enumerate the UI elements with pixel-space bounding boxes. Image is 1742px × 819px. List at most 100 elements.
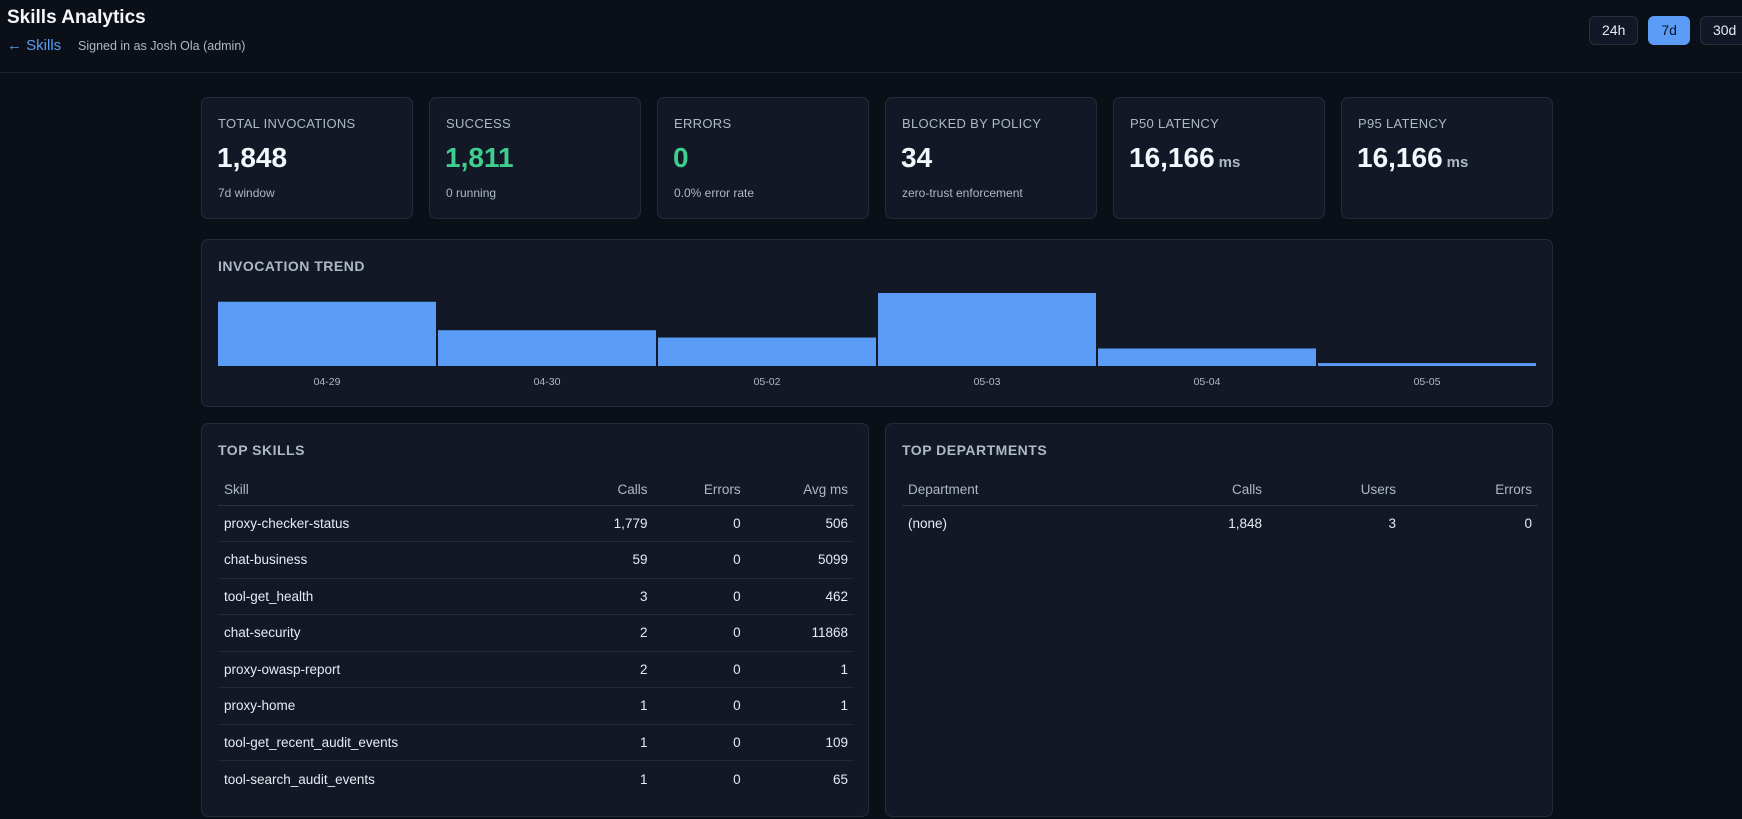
table-cell: tool-get_recent_audit_events bbox=[218, 724, 553, 761]
table-cell: 0 bbox=[733, 771, 741, 787]
column-header-skill: Skill bbox=[218, 474, 553, 506]
table-cell: 462 bbox=[746, 578, 854, 615]
stat-label: ERRORS bbox=[674, 116, 732, 131]
table-cell: 1 bbox=[639, 771, 648, 787]
top-skills-card: TOP SKILLS Skill Calls Errors Avg ms pro… bbox=[201, 423, 869, 817]
trend-bar-05-05 bbox=[1318, 363, 1536, 366]
stat-value: 34 bbox=[901, 142, 933, 173]
table-cell: 1,848 bbox=[1228, 516, 1262, 531]
column-header-calls: Calls bbox=[552, 474, 654, 506]
trend-x-tick-label: 04-29 bbox=[314, 376, 341, 388]
table-cell: 11868 bbox=[746, 614, 854, 652]
table-row: (none) 1,848 3 0 bbox=[902, 505, 1538, 542]
range-button-7d[interactable]: 7d bbox=[1648, 16, 1690, 45]
trend-x-tick-label: 05-03 bbox=[974, 376, 1001, 388]
table-cell: 5099 bbox=[746, 541, 854, 579]
trend-bar-04-30 bbox=[438, 330, 656, 366]
table-cell: 0 bbox=[653, 505, 747, 542]
stat-card-p50-latency: P50 LATENCY 16,166 ms bbox=[1113, 97, 1325, 219]
table-cell: 1 bbox=[746, 687, 854, 725]
invocation-trend-chart: 04-29 04-30 05-02 05-03 05-04 05-05 bbox=[218, 293, 1536, 388]
table-row: proxy-checker-status 1,779 0 506 bbox=[218, 505, 854, 542]
table-cell: 65 bbox=[832, 771, 848, 787]
table-header-row: Skill Calls Errors Avg ms bbox=[218, 474, 854, 506]
stat-value: 1,811 bbox=[445, 142, 514, 173]
table-cell: 1 bbox=[746, 651, 854, 688]
table-cell: 0 bbox=[653, 578, 747, 615]
table-cell: (none) bbox=[908, 516, 948, 531]
table-cell: 1 bbox=[552, 724, 654, 761]
trend-bar-04-29 bbox=[218, 301, 436, 366]
page-title: Skills Analytics bbox=[7, 7, 146, 28]
stat-label: SUCCESS bbox=[446, 116, 511, 131]
table-cell: proxy-home bbox=[218, 687, 553, 725]
stat-label: BLOCKED BY POLICY bbox=[902, 116, 1042, 131]
table-cell: chat-security bbox=[218, 614, 553, 652]
column-header-department: Department bbox=[902, 474, 1132, 506]
section-title: INVOCATION TREND bbox=[218, 258, 365, 274]
trend-bar-05-04 bbox=[1098, 348, 1316, 366]
top-bar: Skills Analytics ← Skills Signed in as J… bbox=[0, 0, 1742, 73]
table-row: tool-get_recent_audit_events 1 0 109 bbox=[218, 724, 854, 761]
table-row: proxy-home 1 0 1 bbox=[218, 687, 854, 725]
column-header-errors: Errors bbox=[653, 474, 747, 506]
table-cell: 0 bbox=[653, 614, 747, 652]
stat-number: 16,166 bbox=[1129, 142, 1215, 173]
table-row: chat-security 2 0 11868 bbox=[218, 614, 854, 652]
top-departments-table: Department Calls Users Errors (none) 1,84… bbox=[902, 474, 1538, 542]
section-title: TOP DEPARTMENTS bbox=[902, 442, 1048, 458]
table-cell: 109 bbox=[746, 724, 854, 761]
time-range-selector: 24h 7d 30d bbox=[1589, 16, 1742, 45]
trend-x-tick-label: 04-30 bbox=[534, 376, 561, 388]
table-cell: 0 bbox=[653, 687, 747, 725]
table-cell: 2 bbox=[552, 651, 654, 688]
range-button-30d[interactable]: 30d bbox=[1699, 16, 1742, 45]
table-cell: 59 bbox=[552, 541, 654, 579]
stat-card-errors: ERRORS 0 0.0% error rate bbox=[657, 97, 869, 219]
table-row: tool-search_audit_events 1 0 65 bbox=[218, 761, 854, 798]
top-departments-card: TOP DEPARTMENTS Department Calls Users E… bbox=[885, 423, 1553, 817]
invocation-trend-card: INVOCATION TREND 04-29 04-30 05-02 05-03 05-… bbox=[201, 239, 1553, 407]
table-row: proxy-owasp-report 2 0 1 bbox=[218, 651, 854, 688]
table-row: tool-get_health 3 0 462 bbox=[218, 578, 854, 615]
table-cell: 0 bbox=[653, 724, 747, 761]
table-cell: proxy-checker-status bbox=[218, 505, 553, 542]
table-cell: proxy-owasp-report bbox=[218, 651, 553, 688]
stat-value: 16,166 ms bbox=[1357, 142, 1468, 174]
table-cell: 1,779 bbox=[552, 505, 654, 542]
stat-card-p95-latency: P95 LATENCY 16,166 ms bbox=[1341, 97, 1553, 219]
stat-unit: ms bbox=[1218, 154, 1241, 171]
top-skills-table: Skill Calls Errors Avg ms proxy-checker-… bbox=[218, 474, 854, 797]
trend-x-tick-label: 05-02 bbox=[754, 376, 781, 388]
stat-value: 1,848 bbox=[217, 142, 288, 173]
stat-value: 0 bbox=[673, 142, 689, 173]
stat-unit: ms bbox=[1446, 154, 1469, 171]
stat-subtext: zero-trust enforcement bbox=[902, 186, 1023, 200]
back-to-skills-link[interactable]: ← Skills bbox=[7, 37, 62, 54]
table-cell: chat-business bbox=[218, 541, 553, 579]
table-cell: 506 bbox=[746, 505, 854, 542]
stat-label: TOTAL INVOCATIONS bbox=[218, 116, 356, 131]
table-cell: tool-get_health bbox=[218, 578, 553, 615]
signed-in-text: Signed in as Josh Ola (admin) bbox=[78, 39, 246, 53]
stat-label: P50 LATENCY bbox=[1130, 116, 1220, 131]
column-header-avg-ms: Avg ms bbox=[746, 474, 854, 506]
column-header-users: Users bbox=[1268, 474, 1402, 506]
stat-value: 16,166 ms bbox=[1129, 142, 1240, 174]
table-cell: 3 bbox=[1388, 516, 1396, 531]
table-cell: 2 bbox=[552, 614, 654, 652]
trend-bar-05-02 bbox=[658, 337, 876, 366]
trend-x-tick-label: 05-04 bbox=[1194, 376, 1221, 388]
range-button-24h[interactable]: 24h bbox=[1589, 16, 1639, 45]
stat-subtext: 7d window bbox=[218, 186, 275, 200]
stat-subtext: 0 running bbox=[446, 186, 497, 200]
table-cell: 3 bbox=[552, 578, 654, 615]
table-header-row: Department Calls Users Errors bbox=[902, 474, 1538, 506]
stat-card-total-invocations: TOTAL INVOCATIONS 1,848 7d window bbox=[201, 97, 413, 219]
stat-subtext: 0.0% error rate bbox=[674, 186, 755, 200]
stat-number: 16,166 bbox=[1357, 142, 1443, 173]
table-row: chat-business 59 0 5099 bbox=[218, 541, 854, 579]
trend-x-tick-label: 05-05 bbox=[1414, 376, 1441, 388]
column-header-errors: Errors bbox=[1402, 474, 1538, 506]
stat-card-blocked-by-policy: BLOCKED BY POLICY 34 zero-trust enforcem… bbox=[885, 97, 1097, 219]
